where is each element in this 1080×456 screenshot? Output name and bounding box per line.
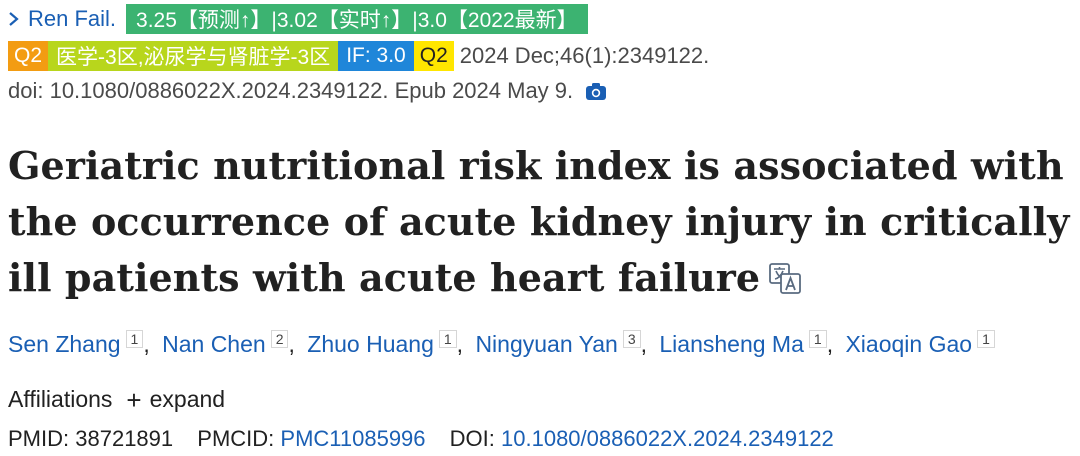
doi-epub-text: doi: 10.1080/0886022X.2024.2349122. Epub… xyxy=(8,78,574,103)
affiliation-ref[interactable]: 1 xyxy=(438,330,457,348)
doi-epub-row: doi: 10.1080/0886022X.2024.2349122. Epub… xyxy=(8,77,607,105)
pmcid-link[interactable]: PMC11085996 xyxy=(280,426,426,451)
affiliation-ref[interactable]: 1 xyxy=(808,330,827,348)
citation-text: 2024 Dec;46(1):2349122. xyxy=(459,43,710,68)
affiliation-ref[interactable]: 2 xyxy=(270,330,289,348)
article-title-text: Geriatric nutritional risk index is asso… xyxy=(8,143,1070,300)
author-separator: , xyxy=(456,331,464,357)
doi-link[interactable]: 10.1080/0886022X.2024.2349122 xyxy=(501,426,834,451)
author-separator: , xyxy=(640,331,647,357)
expand-label: expand xyxy=(149,386,226,412)
pmid-label: PMID: xyxy=(8,426,70,451)
article-title: Geriatric nutritional risk index is asso… xyxy=(8,138,1076,306)
author-list: Sen Zhang 1, Nan Chen 2, Zhuo Huang 1, Ning… xyxy=(8,330,995,358)
cas-zone-badge[interactable]: 医学-3区,泌尿学与肾脏学-3区 xyxy=(48,41,339,71)
quartile-badge[interactable]: Q2 xyxy=(8,41,49,71)
author-link[interactable]: Nan Chen xyxy=(162,331,266,357)
pmid-value: 38721891 xyxy=(75,426,174,451)
affiliations-row: Affiliations + expand xyxy=(8,386,225,413)
chevron-right-icon xyxy=(9,12,19,26)
author-separator: , xyxy=(826,331,834,357)
plus-icon: + xyxy=(126,384,142,415)
affiliations-label: Affiliations xyxy=(8,386,113,412)
journal-link[interactable]: Ren Fail. xyxy=(8,6,116,32)
camera-icon[interactable] xyxy=(585,81,607,101)
translate-icon[interactable] xyxy=(768,261,802,295)
identifiers-row: PMID: 38721891 PMCID: PMC11085996 DOI: 1… xyxy=(8,426,834,452)
author-link[interactable]: Zhuo Huang xyxy=(307,331,434,357)
author-link[interactable]: Ningyuan Yan xyxy=(475,331,618,357)
author-link[interactable]: Sen Zhang xyxy=(8,331,121,357)
jcr-quartile-badge[interactable]: Q2 xyxy=(413,41,454,71)
doi-label: DOI: xyxy=(449,426,495,451)
affiliation-ref[interactable]: 1 xyxy=(977,330,995,348)
author-separator: , xyxy=(288,331,295,357)
author-link[interactable]: Xiaoqin Gao xyxy=(845,331,973,357)
impact-factor-badge[interactable]: IF: 3.0 xyxy=(338,41,414,71)
author-link[interactable]: Liansheng Ma xyxy=(659,331,804,357)
affiliation-ref[interactable]: 3 xyxy=(622,330,641,348)
journal-row: Ren Fail. 3.25【预测↑】|3.02【实时↑】|3.0【2022最新… xyxy=(8,4,588,34)
if-prediction-badge[interactable]: 3.25【预测↑】|3.02【实时↑】|3.0【2022最新】 xyxy=(126,4,588,34)
author-separator: , xyxy=(143,331,150,357)
affiliation-ref[interactable]: 1 xyxy=(125,330,144,348)
journal-name: Ren Fail. xyxy=(28,6,117,31)
journal-metrics-row: Q2 医学-3区,泌尿学与肾脏学-3区 IF: 3.0 Q2 2024 Dec;… xyxy=(8,41,709,71)
expand-affiliations-button[interactable]: + expand xyxy=(126,386,225,413)
pmcid-label: PMCID: xyxy=(197,426,275,451)
